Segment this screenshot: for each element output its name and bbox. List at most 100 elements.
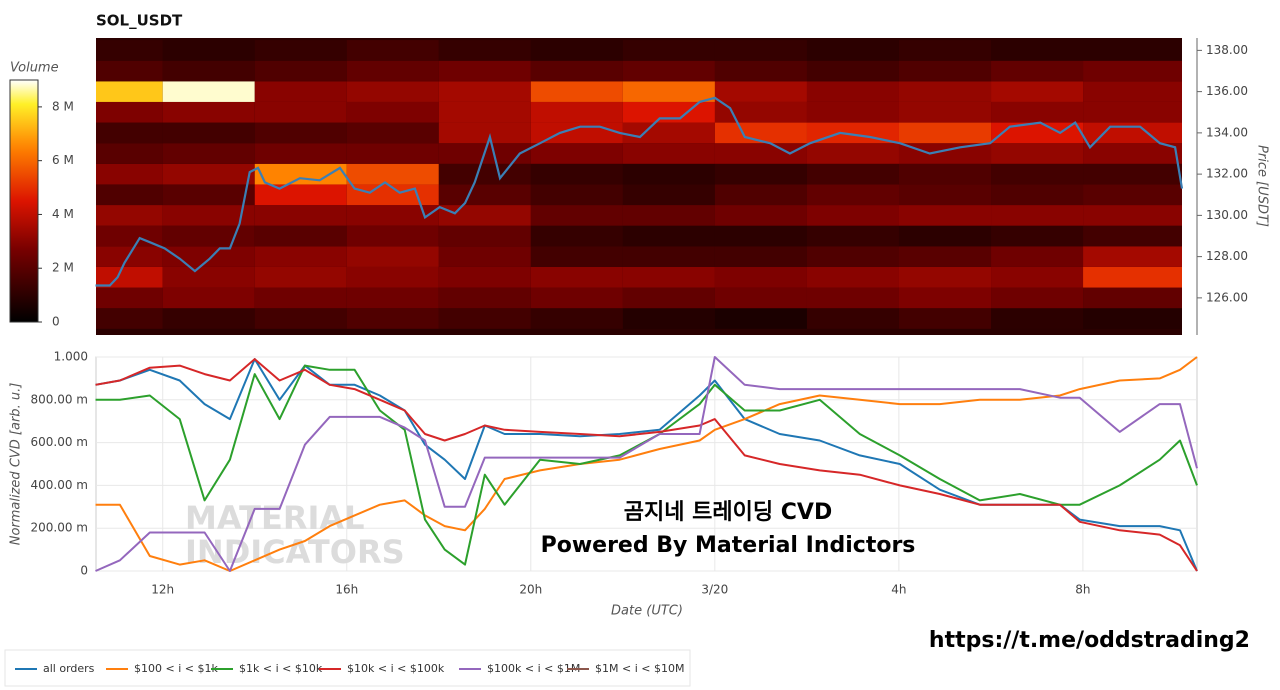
series-line — [95, 358, 1198, 572]
heat-cell — [346, 122, 439, 144]
y-tick-label: 800.00 m — [31, 392, 89, 406]
heat-cell — [1083, 81, 1182, 102]
heat-cell — [438, 122, 531, 144]
heat-cell — [438, 308, 531, 329]
heat-cell — [254, 163, 347, 185]
heat-cell — [898, 246, 992, 267]
heat-cell — [96, 81, 163, 102]
chart-title: SOL_USDT — [96, 12, 183, 30]
heat-cell — [714, 40, 807, 61]
heat-cell — [714, 101, 807, 123]
heat-cell — [991, 163, 1084, 185]
heat-cell — [714, 81, 807, 102]
heat-cell — [898, 184, 992, 206]
heat-cell — [96, 308, 163, 329]
heat-cell — [254, 81, 347, 102]
heat-cell — [254, 122, 347, 144]
heat-cell — [898, 81, 992, 102]
heat-cell — [96, 122, 163, 144]
heat-cell — [530, 81, 623, 102]
y-tick-label: 1.000 — [54, 350, 88, 364]
heat-cell — [438, 163, 531, 185]
heat-cell — [162, 101, 255, 123]
heat-cell — [438, 40, 531, 61]
heat-cell — [622, 143, 715, 164]
heat-cell — [530, 266, 623, 288]
x-tick-label: 4h — [891, 583, 906, 597]
colorbar-tick-label: 8 M — [52, 99, 74, 113]
heat-cell — [714, 163, 807, 185]
heat-cell — [991, 143, 1084, 164]
heat-cell — [438, 225, 531, 247]
heat-cell — [1083, 163, 1182, 185]
heat-cell — [254, 184, 347, 206]
heat-cell — [254, 225, 347, 247]
heat-cell — [162, 205, 255, 226]
legend-box — [4, 649, 691, 687]
heat-cell — [898, 163, 992, 185]
heat-cell — [1083, 266, 1182, 288]
heat-cell — [438, 266, 531, 288]
heat-cell — [530, 40, 623, 61]
heat-cell — [1083, 287, 1182, 309]
y-tick-label: 136.00 — [1206, 84, 1248, 98]
heat-cell — [530, 60, 623, 82]
heat-cell — [162, 60, 255, 82]
heat-cell — [806, 81, 899, 102]
heat-cell — [991, 266, 1084, 288]
heat-cell — [96, 143, 163, 164]
heat-cell — [806, 143, 899, 164]
heat-cell — [346, 143, 439, 164]
heat-cell — [346, 40, 439, 61]
heat-cell — [991, 308, 1084, 329]
heat-cell — [714, 184, 807, 206]
heat-cell — [162, 246, 255, 267]
heat-cell — [530, 287, 623, 309]
y-tick-label: 132.00 — [1206, 167, 1248, 181]
heat-cell — [254, 143, 347, 164]
heat-cell — [346, 205, 439, 226]
heat-cell — [96, 60, 163, 82]
heat-cell — [346, 246, 439, 267]
heat-cell — [346, 163, 439, 185]
y-tick-label: 138.00 — [1206, 43, 1248, 57]
heat-cell — [806, 246, 899, 267]
heat-cell — [714, 143, 807, 164]
heat-cell — [346, 308, 439, 329]
heat-cell — [254, 40, 347, 61]
y-tick-label: 400.00 m — [31, 478, 89, 492]
heat-cell — [806, 184, 899, 206]
colorbar-tick-label: 6 M — [52, 153, 74, 167]
heat-cell — [622, 287, 715, 309]
heat-cell — [346, 101, 439, 123]
heat-cell — [991, 60, 1084, 82]
heat-cell — [806, 40, 899, 61]
heat-cell — [530, 205, 623, 226]
colorbar-label: Volume — [10, 61, 59, 76]
heat-cell — [96, 101, 163, 123]
heat-cell — [622, 205, 715, 226]
heat-cell — [622, 40, 715, 61]
x-tick-label: 3/20 — [701, 583, 728, 597]
legend-label: $100k < i < $1M — [487, 662, 580, 675]
heat-cell — [898, 266, 992, 288]
heat-cell — [1083, 40, 1182, 61]
heat-cell — [530, 143, 623, 164]
series-line — [95, 356, 1198, 572]
heat-cell — [898, 122, 992, 144]
heat-cell — [1083, 308, 1182, 329]
heat-cell — [162, 308, 255, 329]
heat-cell — [530, 246, 623, 267]
y-tick-label: 130.00 — [1206, 208, 1248, 222]
heat-cell — [991, 122, 1084, 144]
heat-cell — [991, 225, 1084, 247]
heat-cell — [96, 40, 163, 61]
x-tick-label: 20h — [519, 583, 542, 597]
heat-cell — [438, 287, 531, 309]
y-tick-label: 200.00 m — [31, 521, 89, 535]
heat-cell — [806, 266, 899, 288]
heat-cell — [1083, 246, 1182, 267]
heat-cell — [622, 163, 715, 185]
colorbar — [9, 79, 39, 323]
heat-cell — [162, 184, 255, 206]
